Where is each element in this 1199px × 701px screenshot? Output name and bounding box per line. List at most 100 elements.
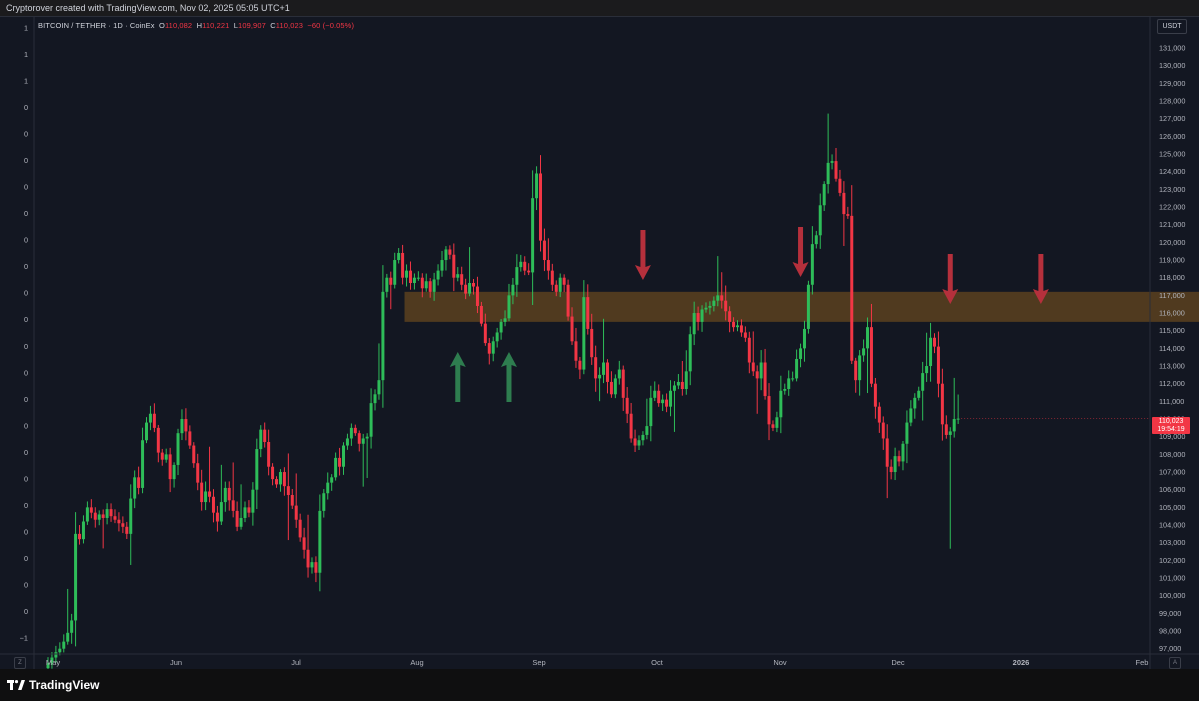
candle-body (862, 348, 866, 356)
candle-body (598, 374, 602, 379)
price-tick-label: 109,000 (1159, 432, 1185, 441)
left-axis-label: 0 (24, 554, 28, 563)
price-tick-label: 108,000 (1159, 450, 1185, 459)
candle-body (948, 431, 952, 435)
candle-body (180, 419, 184, 434)
candle-body (810, 244, 814, 285)
candle-body (866, 327, 870, 349)
left-axis-label: 1 (24, 24, 28, 33)
auto-scale-button[interactable]: A (1169, 657, 1181, 669)
currency-unit-button[interactable]: USDT (1157, 19, 1187, 34)
zoom-button[interactable]: Z (14, 657, 26, 669)
candle-body (586, 297, 590, 329)
time-tick-label: 2026 (1013, 658, 1030, 667)
candle-body (282, 472, 286, 487)
header-caption: Cryptorover created with TradingView.com… (0, 0, 1199, 16)
candle-body (869, 327, 873, 384)
tradingview-logo[interactable]: TradingView (7, 678, 99, 692)
candle-body (590, 328, 594, 358)
candle-body (117, 519, 121, 524)
candle-body (826, 162, 830, 185)
candle-body (160, 452, 164, 460)
candle-body (357, 433, 361, 444)
left-axis-label: −1 (20, 634, 28, 643)
left-axis-label: 0 (24, 183, 28, 192)
candle-body (582, 297, 586, 370)
candle-body (633, 438, 637, 446)
candle-body (141, 440, 145, 488)
candle-body (93, 512, 97, 520)
candle-body (211, 496, 215, 513)
candle-body (369, 403, 373, 437)
candle-body (464, 284, 468, 294)
chart-area[interactable]: 132,000131,000130,000129,000128,000127,0… (0, 16, 1199, 670)
time-tick-label: Aug (410, 658, 423, 667)
candle-body (641, 434, 645, 441)
candle-body (527, 270, 531, 273)
candle-body (562, 277, 566, 285)
candle-body (602, 362, 606, 375)
candle-body (574, 341, 578, 361)
candle-body (81, 521, 85, 540)
candle-body (298, 519, 302, 538)
candle-body (290, 495, 294, 506)
price-tick-label: 100,000 (1159, 591, 1185, 600)
time-tick-label: Sep (532, 658, 545, 667)
candle-body (231, 500, 235, 511)
candle-body (625, 397, 629, 414)
candle-body (759, 362, 763, 379)
candle-body (897, 456, 901, 462)
candle-body (519, 261, 523, 268)
candle-body (101, 514, 105, 518)
resistance-arrow-down (942, 254, 959, 304)
candle-body (535, 173, 539, 199)
candle-body (877, 406, 881, 423)
candle-body (542, 240, 546, 261)
candle-body (361, 438, 365, 444)
price-tick-label: 124,000 (1159, 167, 1185, 176)
candle-body (365, 436, 369, 439)
candle-body (85, 507, 89, 522)
candle-body (771, 424, 775, 428)
price-chart[interactable]: 132,000131,000130,000129,000128,000127,0… (0, 17, 1199, 670)
candle-body (172, 464, 176, 480)
chart-legend: BITCOIN / TETHER · 1D · CoinEx O110,082 … (38, 21, 354, 30)
candle-body (873, 383, 877, 407)
candle-body (326, 482, 330, 494)
candle-body (456, 274, 460, 278)
price-tick-label: 121,000 (1159, 220, 1185, 229)
candle-body (708, 305, 712, 308)
candle-body (739, 325, 743, 333)
left-axis-label: 0 (24, 103, 28, 112)
candle-body (97, 514, 101, 520)
price-tick-label: 114,000 (1159, 344, 1185, 353)
left-axis-label: 0 (24, 209, 28, 218)
candle-body (440, 260, 444, 271)
candle-body (70, 620, 74, 633)
candle-body (933, 337, 936, 347)
price-tick-label: 128,000 (1159, 97, 1185, 106)
candle-body (196, 463, 200, 483)
candle-body (239, 517, 243, 527)
candle-body (550, 270, 554, 285)
candle-body (834, 161, 838, 179)
candle-body (109, 509, 113, 517)
candle-body (271, 466, 275, 480)
candle-body (621, 369, 625, 398)
candle-body (511, 284, 515, 296)
candle-body (62, 641, 66, 649)
candle-body (917, 390, 921, 398)
footer: TradingView (0, 669, 1199, 701)
candle-body (617, 369, 621, 379)
candle-body (46, 662, 50, 669)
candle-body (168, 454, 172, 480)
candle-body (204, 491, 208, 503)
candle-body (259, 429, 263, 450)
price-tick-label: 120,000 (1159, 238, 1185, 247)
resistance-arrow-down (792, 227, 809, 277)
candle-body (389, 277, 393, 285)
candle-body (420, 277, 424, 289)
bar-countdown: 19:54:19 (1157, 426, 1185, 433)
candle-body (688, 334, 692, 372)
price-tick-label: 123,000 (1159, 185, 1185, 194)
